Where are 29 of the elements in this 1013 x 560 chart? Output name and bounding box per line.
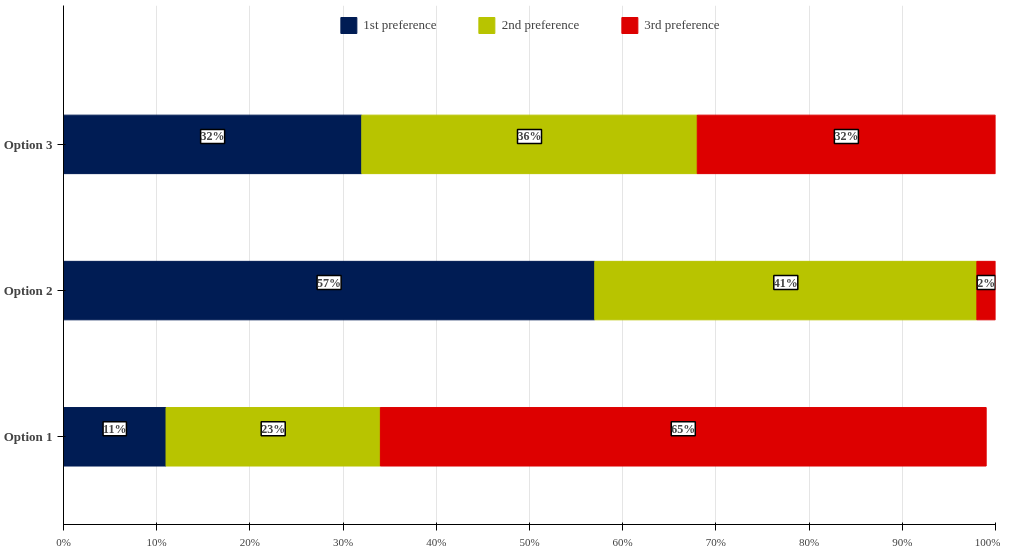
bar [165,407,381,467]
x-tick-label: 10% [146,535,167,548]
bar [63,260,596,321]
data-label: 32% [200,129,225,144]
bar [63,114,363,175]
data-label: 32% [834,129,859,144]
x-tick-label: 0% [56,535,71,548]
bar [63,407,167,467]
y-tick-label: Option 3 [3,136,53,152]
x-tick-label: 30% [333,535,354,548]
legend-label: 2nd preference [501,17,580,33]
y-tick-label: Option 2 [3,283,53,299]
x-tick-label: 100% [974,535,1001,548]
y-tick-label: Option 1 [3,429,53,445]
x-tick-label: 80% [799,535,820,548]
data-label: 11% [103,421,127,436]
bar [379,407,987,467]
bar [696,114,996,175]
legend-label: 3rd preference [644,17,720,33]
x-tick-label: 20% [239,535,260,548]
data-label: 36% [517,129,542,144]
x-tick-label: 50% [519,535,540,548]
legend-label: 1st preference [363,17,437,33]
bar [594,260,978,321]
bar [361,114,698,175]
x-tick-label: 90% [892,535,913,548]
x-tick-label: 60% [612,535,633,548]
x-tick-label: 70% [705,535,726,548]
x-tick-label: 40% [426,535,447,548]
